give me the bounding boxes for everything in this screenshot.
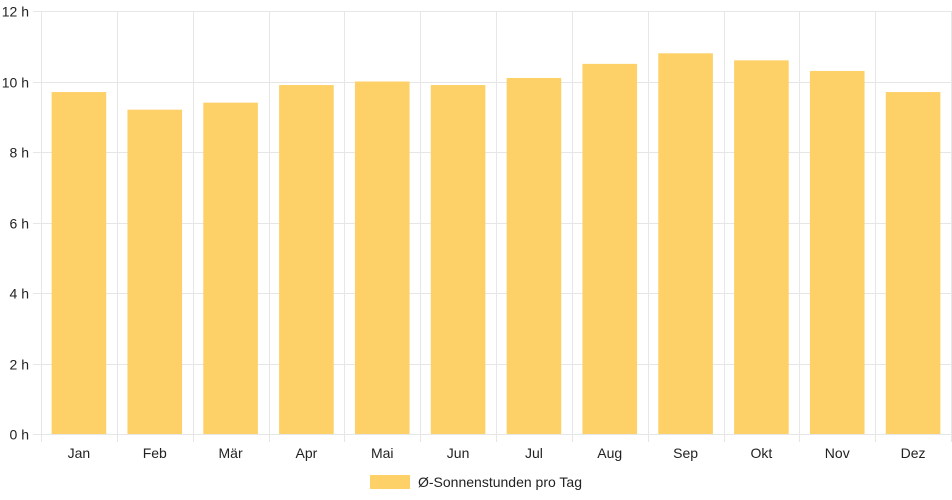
legend-swatch: [370, 475, 410, 489]
x-tick-label: Sep: [673, 445, 698, 461]
bar-Jan: [51, 92, 107, 434]
x-tick-label: Feb: [143, 445, 167, 461]
x-tick-label: Nov: [825, 445, 850, 461]
x-tick-label: Dez: [901, 445, 926, 461]
bar-Mai: [354, 81, 410, 434]
bar-Jun: [430, 85, 486, 435]
bar-Dez: [885, 92, 941, 434]
bar-Apr: [279, 85, 334, 435]
y-tick-label: 4 h: [10, 286, 29, 302]
bar-Nov: [809, 70, 865, 435]
legend-label: Ø-Sonnenstunden pro Tag: [418, 474, 582, 490]
y-tick-label: 6 h: [10, 216, 29, 232]
y-tick-label: 0 h: [10, 427, 29, 443]
bar-Jul: [506, 77, 562, 434]
y-tick-label: 10 h: [2, 75, 29, 91]
x-tick-label: Aug: [597, 445, 622, 461]
x-tick-label: Jul: [525, 445, 543, 461]
x-tick-label: Jun: [447, 445, 470, 461]
y-tick-label: 8 h: [10, 145, 29, 161]
x-tick-label: Apr: [296, 445, 318, 461]
bar-Okt: [734, 60, 789, 434]
bar-Mär: [203, 102, 258, 435]
bar-Aug: [582, 63, 638, 434]
bar-Sep: [658, 53, 713, 435]
chart-legend[interactable]: Ø-Sonnenstunden pro Tag: [0, 470, 952, 494]
x-tick-label: Okt: [751, 445, 773, 461]
y-tick-label: 12 h: [2, 4, 29, 20]
y-tick-label: 2 h: [10, 357, 29, 373]
bar-Feb: [127, 109, 183, 434]
x-tick-label: Mär: [219, 445, 243, 461]
sunshine-bar-chart: 0 h 2 h 4 h 6 h 8 h 10 h 12 h Jan Feb Mär Apr Mai Ju…: [2, 4, 952, 461]
x-tick-label: Jan: [68, 445, 91, 461]
x-tick-label: Mai: [371, 445, 394, 461]
